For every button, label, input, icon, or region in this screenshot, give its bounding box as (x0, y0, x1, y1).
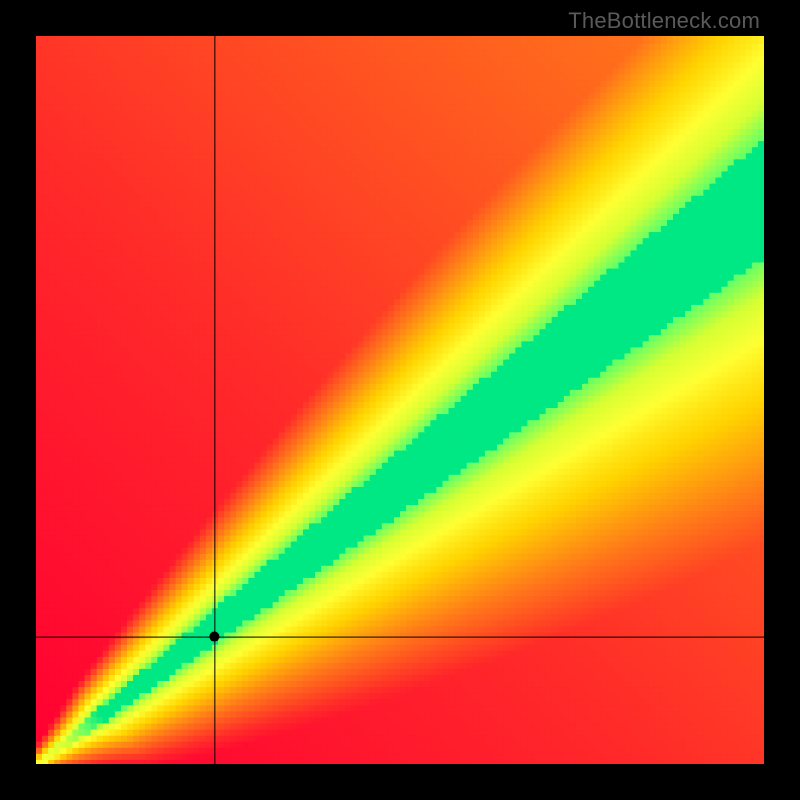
root-container: TheBottleneck.com (0, 0, 800, 800)
watermark-text: TheBottleneck.com (568, 8, 760, 34)
bottleneck-heatmap (36, 36, 764, 764)
